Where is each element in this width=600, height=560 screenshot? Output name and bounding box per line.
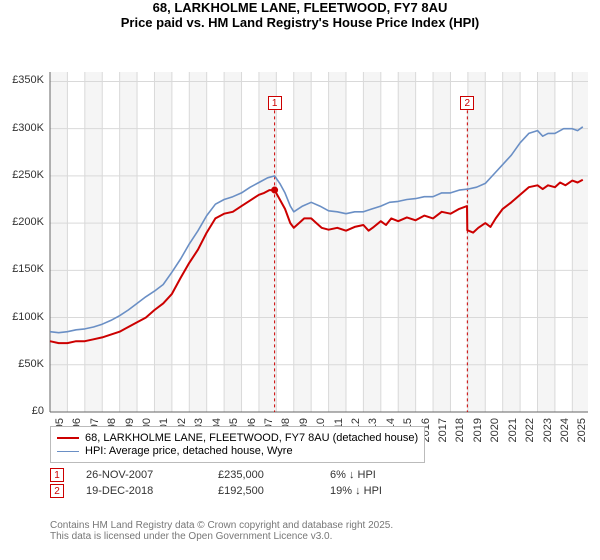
legend-label: HPI: Average price, detached house, Wyre <box>85 445 293 457</box>
x-tick-label: 2023 <box>542 418 554 452</box>
sale-delta: 19% ↓ HPI <box>330 485 382 497</box>
y-tick-label: £350K <box>0 74 44 86</box>
sale-price: £192,500 <box>218 485 308 497</box>
chart-svg <box>0 30 600 424</box>
sale-date: 26-NOV-2007 <box>86 469 196 481</box>
sale-marker: 2 <box>460 96 474 110</box>
legend-label: 68, LARKHOLME LANE, FLEETWOOD, FY7 8AU (… <box>85 432 418 444</box>
footer-line: Contains HM Land Registry data © Crown c… <box>50 520 393 531</box>
x-tick-label: 2024 <box>559 418 571 452</box>
legend: 68, LARKHOLME LANE, FLEETWOOD, FY7 8AU (… <box>50 426 425 463</box>
x-tick-label: 2020 <box>489 418 501 452</box>
y-tick-label: £150K <box>0 263 44 275</box>
y-tick-label: £0 <box>0 405 44 417</box>
x-tick-label: 2017 <box>437 418 449 452</box>
sale-delta: 6% ↓ HPI <box>330 469 376 481</box>
y-tick-label: £250K <box>0 169 44 181</box>
sale-date: 19-DEC-2018 <box>86 485 196 497</box>
sale-marker: 1 <box>268 96 282 110</box>
x-tick-label: 2018 <box>454 418 466 452</box>
y-tick-label: £100K <box>0 311 44 323</box>
page-subtitle: Price paid vs. HM Land Registry's House … <box>0 15 600 30</box>
page-title: 68, LARKHOLME LANE, FLEETWOOD, FY7 8AU <box>0 0 600 15</box>
sale-marker: 2 <box>50 484 64 498</box>
y-tick-label: £300K <box>0 122 44 134</box>
y-tick-label: £50K <box>0 358 44 370</box>
sales-row: 1 26-NOV-2007 £235,000 6% ↓ HPI <box>50 468 382 482</box>
y-tick-label: £200K <box>0 216 44 228</box>
sales-table: 1 26-NOV-2007 £235,000 6% ↓ HPI 2 19-DEC-2018… <box>50 466 382 500</box>
x-tick-label: 2021 <box>507 418 519 452</box>
footer-attribution: Contains HM Land Registry data © Crown c… <box>50 520 393 542</box>
sales-row: 2 19-DEC-2018 £192,500 19% ↓ HPI <box>50 484 382 498</box>
price-chart: £0£50K£100K£150K£200K£250K£300K£350K1995… <box>0 30 600 462</box>
footer-line: This data is licensed under the Open Gov… <box>50 531 393 542</box>
x-tick-label: 2022 <box>524 418 536 452</box>
legend-swatch <box>57 437 79 439</box>
legend-swatch <box>57 451 79 452</box>
x-tick-label: 2025 <box>576 418 588 452</box>
sale-marker: 1 <box>50 468 64 482</box>
x-tick-label: 2019 <box>472 418 484 452</box>
sale-price: £235,000 <box>218 469 308 481</box>
